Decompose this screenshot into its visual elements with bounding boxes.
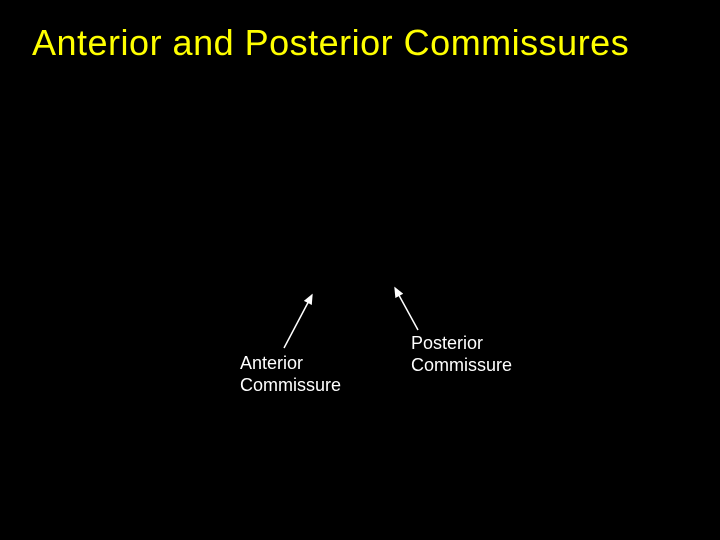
arrows-layer	[0, 0, 720, 540]
posterior-label-line1: Posterior	[411, 333, 483, 353]
anterior-commissure-label: Anterior Commissure	[240, 353, 341, 396]
posterior-arrow	[395, 288, 418, 330]
anterior-arrow	[284, 295, 312, 348]
posterior-commissure-label: Posterior Commissure	[411, 333, 512, 376]
slide-title: Anterior and Posterior Commissures	[32, 22, 629, 64]
anterior-label-line2: Commissure	[240, 375, 341, 395]
anterior-label-line1: Anterior	[240, 353, 303, 373]
posterior-label-line2: Commissure	[411, 355, 512, 375]
